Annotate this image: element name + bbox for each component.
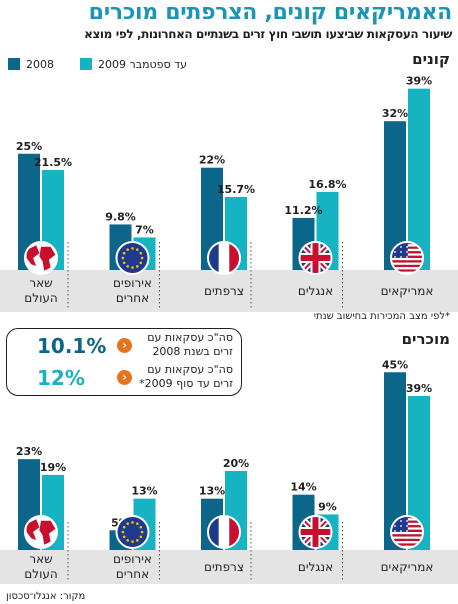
- arrow-left-icon: ‹: [117, 338, 132, 353]
- category-label: אמריקאים: [381, 284, 434, 298]
- sellers-chart: 45%39%אמריקאים14%9%אנגלים13%20%צרפתים5%1…: [0, 358, 458, 584]
- category-label: צרפתים: [204, 284, 244, 298]
- legend-swatch-dark: [8, 58, 20, 70]
- category-label: אמריקאים: [381, 560, 434, 574]
- legend-item-2008: 2008: [8, 57, 54, 71]
- globe-icon: [24, 515, 58, 549]
- stat-row-2009: 12% ‹ סה"כ עסקאות עם זרים עד סוף 2009*: [7, 363, 241, 395]
- category-label: אירופים: [113, 276, 152, 290]
- data-label-2009: 15.7%: [217, 183, 255, 196]
- stat-value-2008: 10.1%: [37, 334, 107, 358]
- footnote: *לפי מצב המכירות בחישוב שנתי: [313, 311, 450, 322]
- data-label-2009: 19%: [40, 461, 66, 474]
- france-flag-icon: [207, 515, 241, 549]
- globe-icon: [24, 241, 58, 275]
- category-label: העולם: [24, 291, 57, 305]
- category-label: שאר: [29, 276, 52, 290]
- category-label-band: [0, 550, 458, 584]
- category-label: אנגלים: [298, 560, 333, 574]
- data-label-2009: 39%: [406, 75, 432, 88]
- data-label-2008: 25%: [16, 140, 42, 153]
- us-flag-icon: [390, 515, 424, 549]
- stat-value-2009: 12%: [37, 366, 85, 390]
- page-title: האמריקאים קונים, הצרפתים מוכרים: [88, 0, 453, 25]
- us-flag-icon: [390, 241, 424, 275]
- data-label-2008: 13%: [199, 485, 225, 498]
- bar-2008: [384, 121, 406, 270]
- bar-2009: [408, 395, 430, 550]
- category-label: העולם: [24, 567, 57, 581]
- category-label: אחרים: [116, 291, 149, 305]
- bar-2008: [18, 153, 40, 270]
- category-label: אחרים: [116, 567, 149, 581]
- data-label-2008: 14%: [290, 481, 316, 494]
- bar-2008: [384, 372, 406, 550]
- sellers-section-title: מוכרים: [401, 330, 450, 348]
- category-label: אירופים: [113, 552, 152, 566]
- totals-box: 10.1% ‹ סה"כ עסקאות עם זרים בשנת 2008 12…: [6, 328, 242, 396]
- legend-label-2009: עד ספטמבר 2009: [98, 57, 188, 71]
- category-label: אנגלים: [298, 284, 333, 298]
- stat-text-2008-line2: זרים בשנת 2008: [152, 345, 233, 358]
- stat-text-2009-line2: זרים עד סוף 2009*: [139, 377, 233, 390]
- page-subtitle: שיעור העסקאות שביצעו תושבי חוץ זרים בשנת…: [84, 27, 452, 41]
- buyers-section-title: קונים: [412, 50, 450, 68]
- data-label-2009: 13%: [131, 485, 157, 498]
- data-label-2008: 32%: [382, 107, 408, 120]
- data-label-2008: 9.8%: [105, 210, 136, 223]
- data-label-2009: 9%: [318, 500, 337, 513]
- eu-flag-icon: [115, 241, 150, 275]
- legend-swatch-light: [80, 58, 92, 70]
- uk-flag-icon: [298, 515, 333, 549]
- bar-2009: [408, 88, 430, 271]
- category-label: צרפתים: [204, 560, 244, 574]
- stat-text-2009: סה"כ עסקאות עם זרים עד סוף 2009*: [133, 363, 233, 391]
- category-label-band: [0, 270, 458, 312]
- legend-item-2009: עד ספטמבר 2009: [80, 57, 187, 71]
- stat-text-2008-line1: סה"כ עסקאות עם: [147, 331, 233, 344]
- data-label-2009: 20%: [223, 457, 249, 470]
- arrow-left-icon: ‹: [117, 370, 132, 385]
- data-label-2009: 7%: [135, 223, 154, 236]
- data-label-2008: 22%: [199, 154, 225, 167]
- data-label-2009: 39%: [406, 382, 432, 395]
- data-label-2009: 16.8%: [308, 178, 346, 191]
- buyers-chart: 32% 39% אמריקאים 11.2% 16.8% אנגלים 22% 15.7% צר…: [0, 75, 458, 312]
- data-label-2008: 45%: [382, 358, 408, 371]
- data-label-2008: 11.2%: [284, 204, 322, 217]
- category-label: שאר: [29, 552, 52, 566]
- stat-text-2009-line1: סה"כ עסקאות עם: [147, 363, 233, 376]
- legend-label-2008: 2008: [26, 57, 54, 71]
- data-label-2008: 23%: [16, 445, 42, 458]
- data-label-2009: 21.5%: [34, 156, 72, 169]
- stat-row-2008: 10.1% ‹ סה"כ עסקאות עם זרים בשנת 2008: [7, 331, 241, 363]
- stat-text-2008: סה"כ עסקאות עם זרים בשנת 2008: [133, 331, 233, 359]
- eu-flag-icon: [115, 515, 150, 549]
- france-flag-icon: [207, 241, 241, 275]
- source-note: מקור: אנגלו־סכסון: [6, 591, 86, 602]
- uk-flag-icon: [298, 241, 333, 275]
